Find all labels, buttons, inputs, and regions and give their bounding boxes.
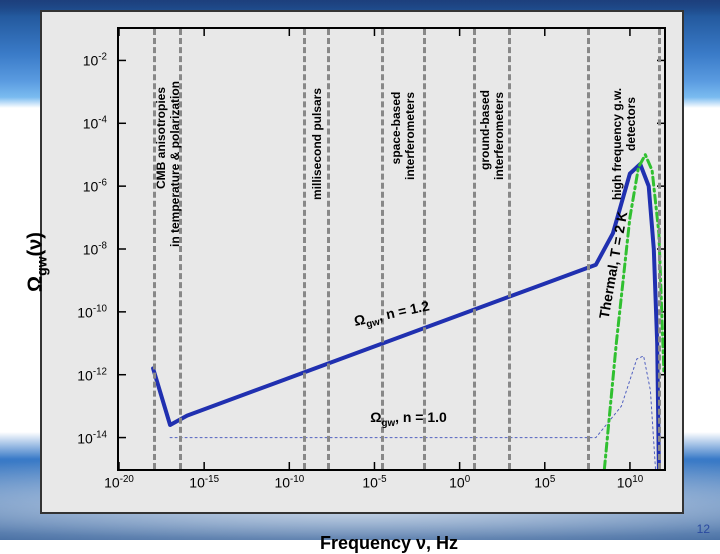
x-tick: 1010 xyxy=(617,474,643,491)
y-tick: 10-14 xyxy=(77,429,107,446)
band-label: in temperature & polarization xyxy=(168,81,182,247)
x-tick: 105 xyxy=(534,474,555,491)
band-edge xyxy=(473,29,476,469)
band-label: interferometers xyxy=(492,92,506,180)
band-edge xyxy=(327,29,330,469)
page-number: 12 xyxy=(697,522,710,536)
band-edge xyxy=(508,29,511,469)
detector-band: millisecond pulsars xyxy=(303,29,330,469)
y-tick: 10-10 xyxy=(77,304,107,321)
band-edge xyxy=(423,29,426,469)
y-tick: 10-2 xyxy=(83,52,107,69)
x-tick: 10-5 xyxy=(362,474,386,491)
detector-band: high frequency g.w.detectors xyxy=(587,29,660,469)
y-tick: 10-6 xyxy=(83,178,107,195)
band-label: high frequency g.w. xyxy=(610,88,624,200)
y-tick: 10-8 xyxy=(83,241,107,258)
detector-band: CMB anisotropiesin temperature & polariz… xyxy=(153,29,182,469)
x-tick: 10-15 xyxy=(189,474,219,491)
y-tick: 10-12 xyxy=(77,366,107,383)
y-tick: 10-4 xyxy=(83,115,107,132)
plot-area: 10-2010-1510-1010-5100105101010-1410-121… xyxy=(117,27,666,471)
x-tick: 10-10 xyxy=(274,474,304,491)
band-label: ground-based xyxy=(478,90,492,170)
detector-band: ground-basedinterferometers xyxy=(473,29,510,469)
band-edge xyxy=(381,29,384,469)
band-edge xyxy=(303,29,306,469)
x-tick: 10-20 xyxy=(104,474,134,491)
band-edge xyxy=(587,29,590,469)
detector-band: space-basedinterferometers xyxy=(381,29,425,469)
x-axis-label: Frequency ν, Hz xyxy=(320,533,458,554)
curve-annotation: Ωgw, n = 1.0 xyxy=(370,409,447,429)
band-label: space-based xyxy=(389,92,403,165)
band-label: millisecond pulsars xyxy=(310,88,324,200)
band-label: CMB anisotropies xyxy=(154,87,168,189)
chart-panel: Ωgw(ν) 10-2010-1510-1010-5100105101010-1… xyxy=(40,10,684,514)
x-tick: 100 xyxy=(449,474,470,491)
band-edge xyxy=(658,29,661,469)
band-label: detectors xyxy=(624,97,638,151)
band-label: interferometers xyxy=(403,92,417,180)
y-axis-label: Ωgw(ν) xyxy=(25,232,50,292)
